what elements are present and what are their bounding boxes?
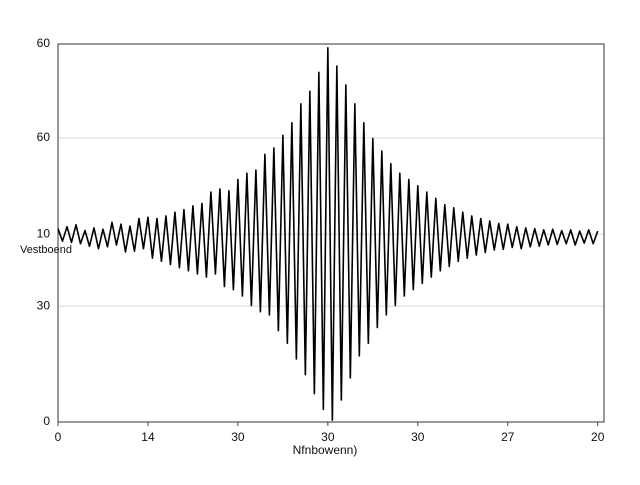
x-tick-label: 20 [591,430,605,444]
y-tick-label: 60 [37,130,51,144]
signal-line [57,46,599,421]
x-tick-label: 30 [231,430,245,444]
x-tick-label: 0 [55,430,62,444]
x-tick-label: 30 [321,430,335,444]
y-tick-label: 0 [43,414,50,428]
x-tick-label: 27 [501,430,515,444]
y-tick-label: 10 [37,226,51,240]
y-tick-label: 30 [37,298,51,312]
x-tick-label: 14 [141,430,155,444]
x-tick-label: 30 [411,430,425,444]
plot-frame [57,43,605,423]
y-tick-label: 60 [37,36,51,50]
x-axis-label: Nfnbowenn) [293,443,358,457]
y-axis-label: Vestboend [20,244,72,256]
